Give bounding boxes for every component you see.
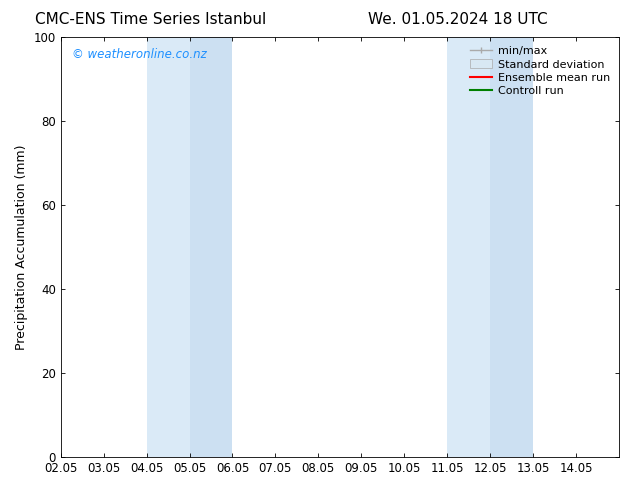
Bar	[146, 37, 190, 457]
Bar	[190, 37, 233, 457]
Y-axis label: Precipitation Accumulation (mm): Precipitation Accumulation (mm)	[15, 145, 28, 350]
Text: CMC-ENS Time Series Istanbul: CMC-ENS Time Series Istanbul	[35, 12, 266, 27]
Bar	[490, 37, 533, 457]
Text: We. 01.05.2024 18 UTC: We. 01.05.2024 18 UTC	[368, 12, 547, 27]
Bar	[447, 37, 490, 457]
Legend: min/max, Standard deviation, Ensemble mean run, Controll run: min/max, Standard deviation, Ensemble me…	[467, 43, 614, 100]
Text: © weatheronline.co.nz: © weatheronline.co.nz	[72, 48, 207, 61]
